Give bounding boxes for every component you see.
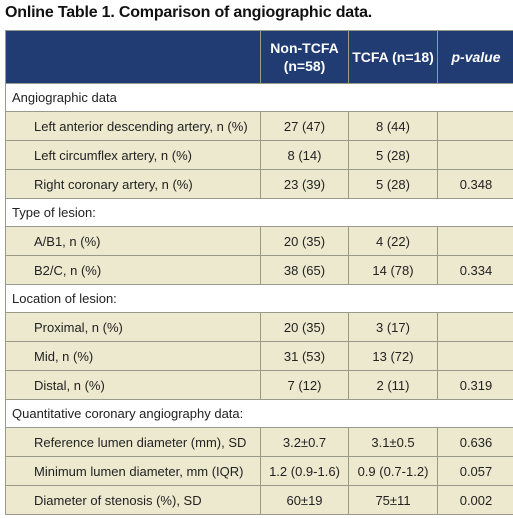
section-row: Type of lesion: [5, 198, 513, 227]
p-value-cell [437, 111, 513, 141]
section-label: Type of lesion: [5, 198, 513, 227]
non-tcfa-cell: 23 (39) [260, 169, 349, 199]
section-row: Location of lesion: [5, 284, 513, 313]
header-non-tcfa: Non-TCFA (n=58) [260, 30, 349, 84]
row-label: A/B1, n (%) [5, 226, 261, 256]
section-label: Angiographic data [5, 83, 513, 112]
table-row: Minimum lumen diameter, mm (IQR) 1.2 (0.… [5, 456, 513, 486]
tcfa-cell: 3 (17) [348, 312, 438, 342]
p-value-cell [437, 312, 513, 342]
row-label: Right coronary artery, n (%) [5, 169, 261, 199]
tcfa-cell: 0.9 (0.7-1.2) [348, 456, 438, 486]
table-row: Proximal, n (%) 20 (35) 3 (17) [5, 312, 513, 342]
table-row: Mid, n (%) 31 (53) 13 (72) [5, 341, 513, 371]
non-tcfa-cell: 60±19 [260, 485, 349, 515]
p-value-cell: 0.334 [437, 255, 513, 285]
p-value-cell: 0.319 [437, 370, 513, 400]
row-label: Left circumflex artery, n (%) [5, 140, 261, 170]
table-title: Online Table 1. Comparison of angiograph… [5, 4, 373, 21]
tcfa-cell: 2 (11) [348, 370, 438, 400]
table-header-row: Non-TCFA (n=58) TCFA (n=18) p-value [5, 30, 513, 84]
table-row: Left circumflex artery, n (%) 8 (14) 5 (… [5, 140, 513, 170]
table-row: B2/C, n (%) 38 (65) 14 (78) 0.334 [5, 255, 513, 285]
row-label: B2/C, n (%) [5, 255, 261, 285]
table-row: Left anterior descending artery, n (%) 2… [5, 111, 513, 141]
tcfa-cell: 14 (78) [348, 255, 438, 285]
non-tcfa-cell: 20 (35) [260, 312, 349, 342]
table-row: Diameter of stenosis (%), SD 60±19 75±11… [5, 485, 513, 515]
non-tcfa-cell: 3.2±0.7 [260, 427, 349, 457]
header-p-value: p-value [437, 30, 513, 84]
table-row: Distal, n (%) 7 (12) 2 (11) 0.319 [5, 370, 513, 400]
comparison-table: Non-TCFA (n=58) TCFA (n=18) p-value Angi… [5, 30, 513, 515]
section-row: Angiographic data [5, 83, 513, 112]
non-tcfa-cell: 1.2 (0.9-1.6) [260, 456, 349, 486]
non-tcfa-cell: 20 (35) [260, 226, 349, 256]
p-value-cell: 0.002 [437, 485, 513, 515]
tcfa-cell: 5 (28) [348, 140, 438, 170]
row-label: Minimum lumen diameter, mm (IQR) [5, 456, 261, 486]
section-row: Quantitative coronary angiography data: [5, 399, 513, 428]
header-tcfa: TCFA (n=18) [348, 30, 438, 84]
p-value-cell: 0.057 [437, 456, 513, 486]
row-label: Left anterior descending artery, n (%) [5, 111, 261, 141]
non-tcfa-cell: 27 (47) [260, 111, 349, 141]
section-label: Location of lesion: [5, 284, 513, 313]
p-value-cell [437, 140, 513, 170]
tcfa-cell: 5 (28) [348, 169, 438, 199]
table-row: Reference lumen diameter (mm), SD 3.2±0.… [5, 427, 513, 457]
section-label: Quantitative coronary angiography data: [5, 399, 513, 428]
table-row: Right coronary artery, n (%) 23 (39) 5 (… [5, 169, 513, 199]
row-label: Reference lumen diameter (mm), SD [5, 427, 261, 457]
p-value-cell [437, 226, 513, 256]
header-empty-cell [5, 30, 261, 84]
tcfa-cell: 8 (44) [348, 111, 438, 141]
tcfa-cell: 4 (22) [348, 226, 438, 256]
tcfa-cell: 75±11 [348, 485, 438, 515]
table-row: A/B1, n (%) 20 (35) 4 (22) [5, 226, 513, 256]
tcfa-cell: 3.1±0.5 [348, 427, 438, 457]
tcfa-cell: 13 (72) [348, 341, 438, 371]
row-label: Distal, n (%) [5, 370, 261, 400]
p-value-cell [437, 341, 513, 371]
row-label: Proximal, n (%) [5, 312, 261, 342]
non-tcfa-cell: 7 (12) [260, 370, 349, 400]
p-value-cell: 0.636 [437, 427, 513, 457]
non-tcfa-cell: 31 (53) [260, 341, 349, 371]
row-label: Diameter of stenosis (%), SD [5, 485, 261, 515]
non-tcfa-cell: 38 (65) [260, 255, 349, 285]
row-label: Mid, n (%) [5, 341, 261, 371]
non-tcfa-cell: 8 (14) [260, 140, 349, 170]
p-value-cell: 0.348 [437, 169, 513, 199]
